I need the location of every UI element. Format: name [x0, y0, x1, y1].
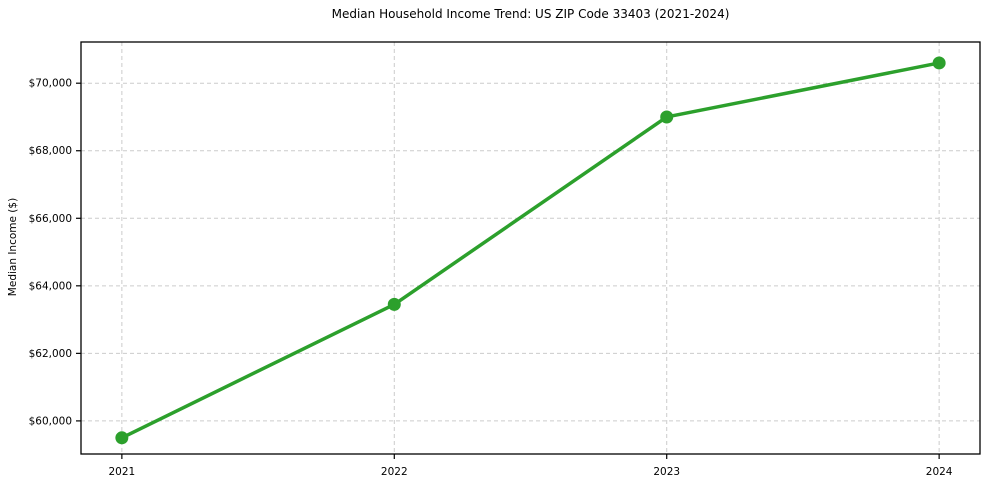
y-axis-label: Median Income ($)	[7, 197, 19, 297]
data-point-2023	[660, 110, 674, 124]
x-tick-label: 2023	[653, 466, 680, 478]
plot-area-border	[80, 41, 981, 455]
y-tick-label: $64,000	[29, 280, 72, 292]
y-tick-label: $60,000	[29, 415, 72, 427]
chart-title: Median Household Income Trend: US ZIP Co…	[331, 7, 730, 21]
data-point-2021	[115, 431, 129, 445]
data-point-2022	[387, 297, 401, 311]
y-tick-label: $62,000	[29, 348, 72, 360]
x-tick-label: 2022	[381, 466, 408, 478]
y-tick-label: $66,000	[29, 213, 72, 225]
data-point-2024	[932, 56, 946, 70]
y-tick-label: $70,000	[29, 78, 72, 90]
trend-line	[120, 61, 941, 440]
y-tick-label: $68,000	[29, 145, 72, 157]
x-tick-label: 2021	[108, 466, 135, 478]
x-tick-label: 2024	[926, 466, 953, 478]
